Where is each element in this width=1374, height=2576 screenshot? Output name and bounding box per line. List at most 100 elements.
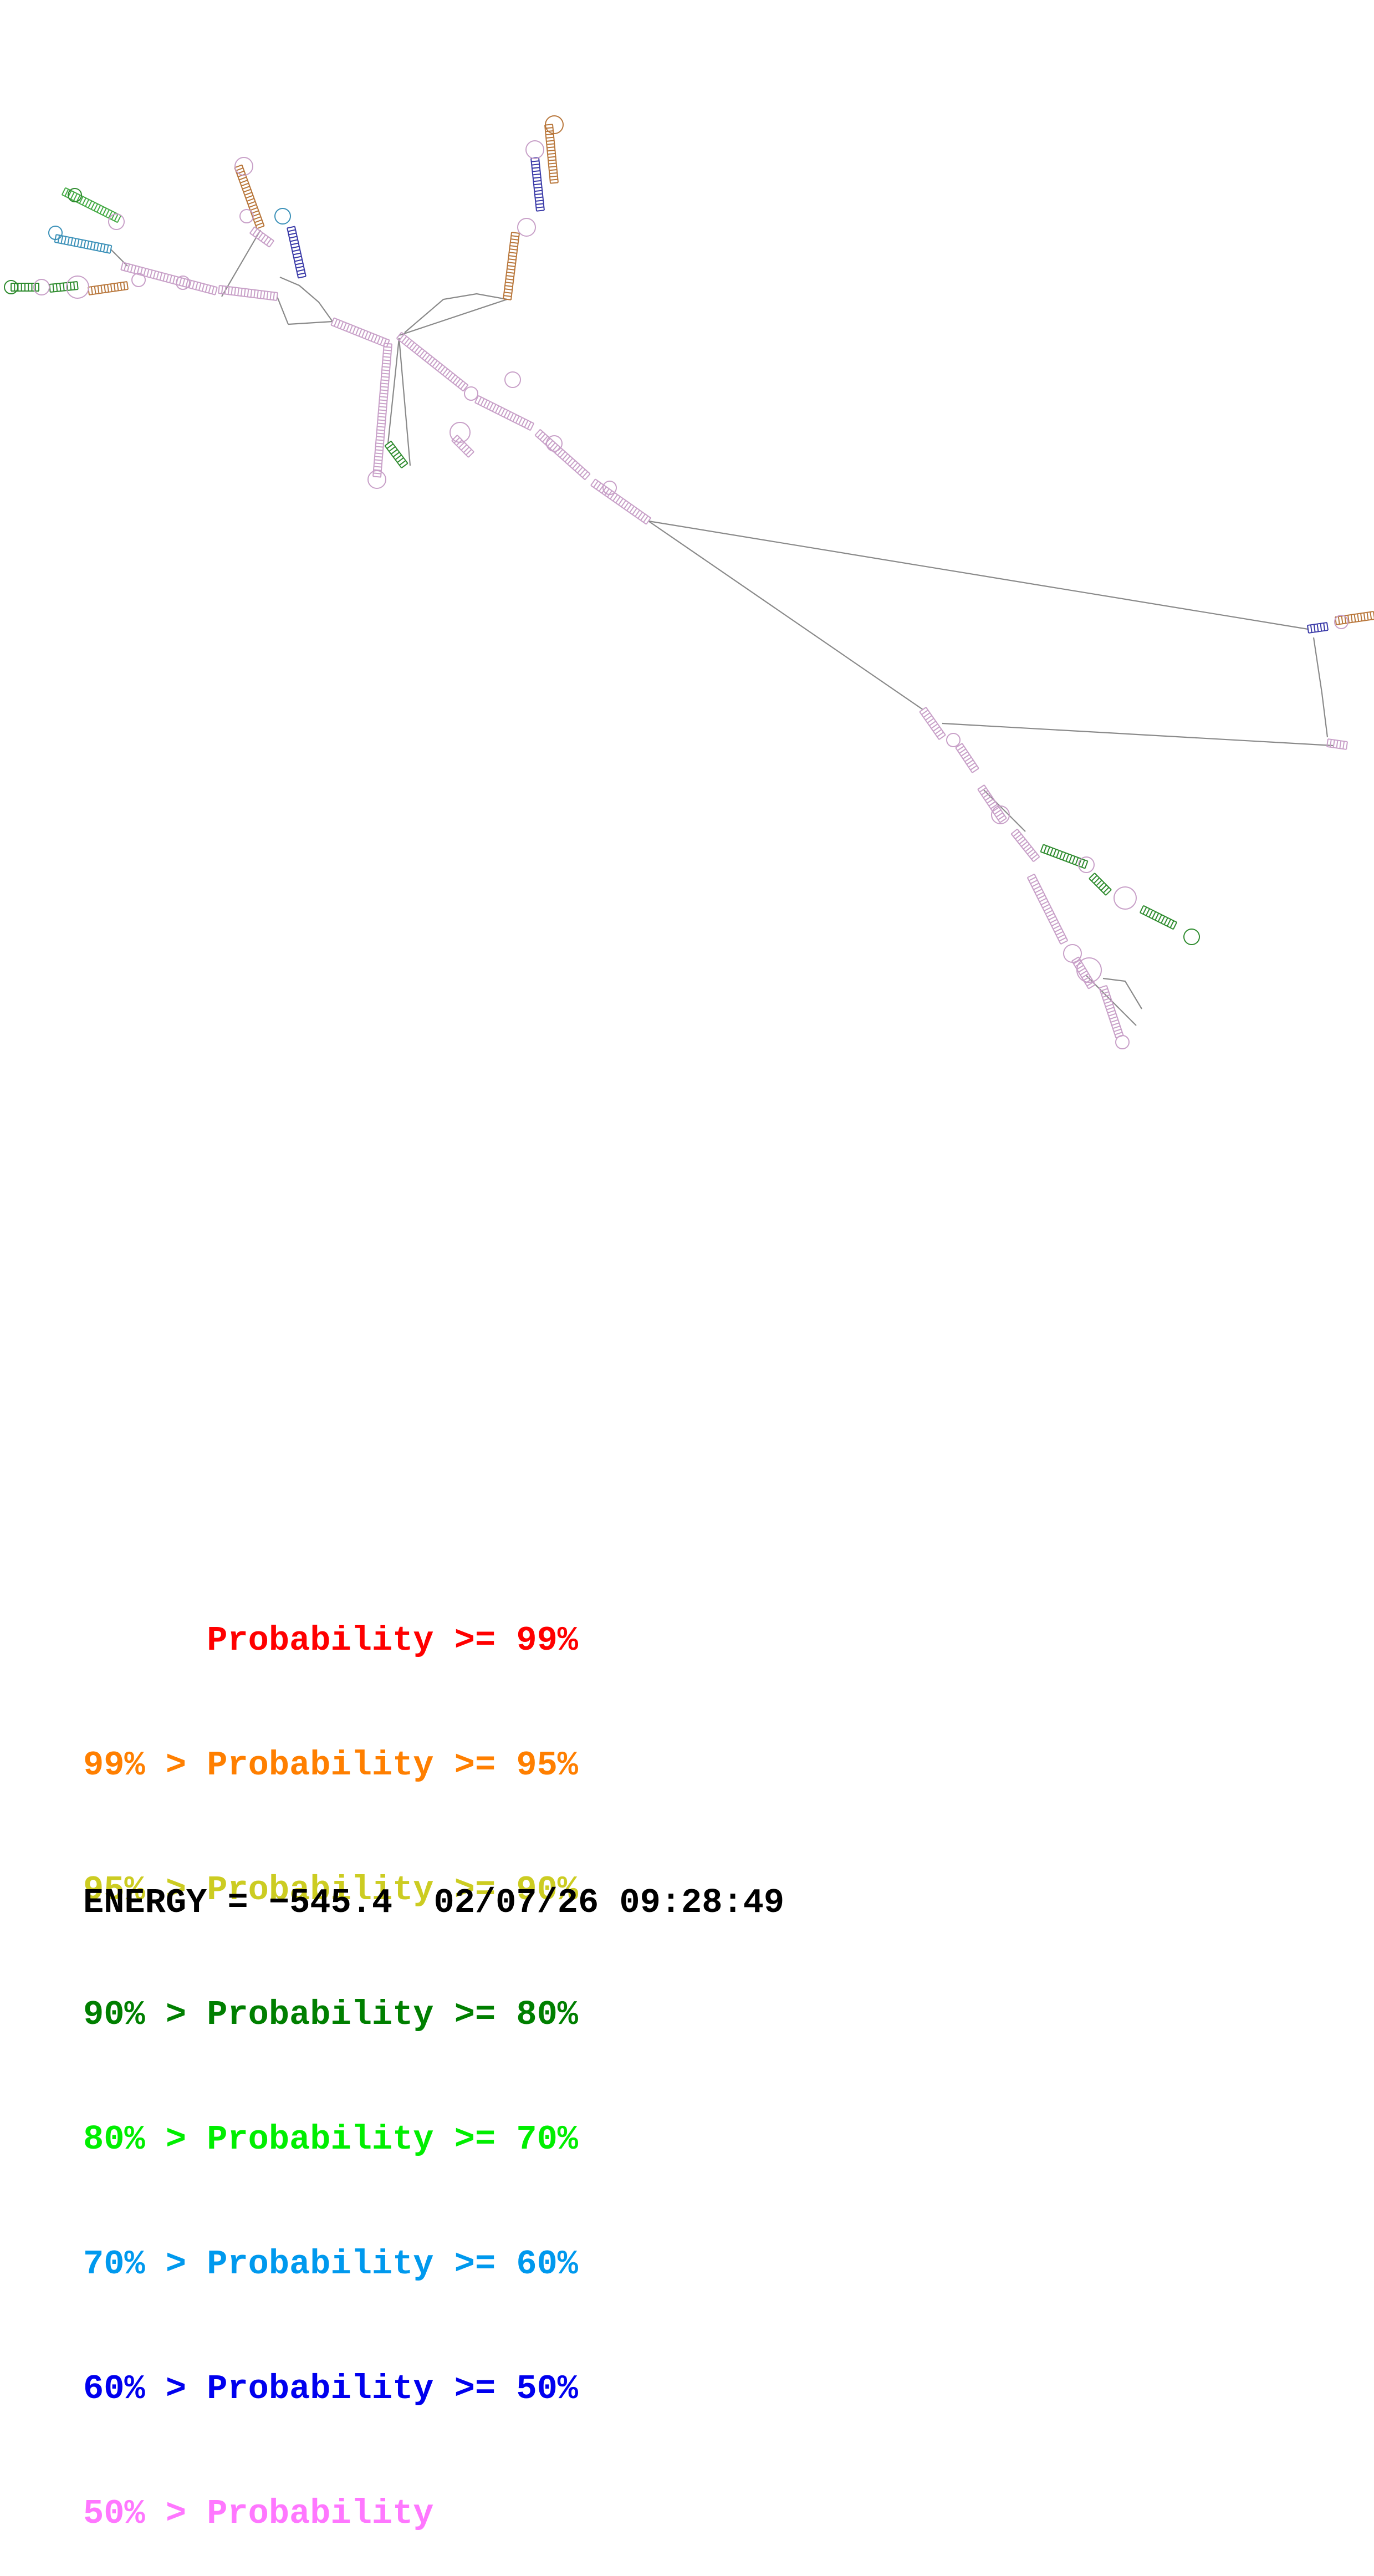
base-pair <box>1139 905 1145 913</box>
base-pair <box>1342 741 1345 749</box>
helix-stem <box>1010 828 1040 863</box>
base-pair <box>983 793 990 798</box>
base-pair <box>510 238 519 241</box>
base-pair <box>524 420 529 428</box>
base-pair <box>582 471 588 478</box>
strand <box>1071 961 1089 989</box>
strand <box>331 324 387 348</box>
base-pair <box>1017 836 1024 842</box>
base-pair <box>504 292 512 294</box>
base-pair <box>1065 854 1070 862</box>
base-pair <box>593 481 599 488</box>
base-pair <box>90 241 93 250</box>
base-pair <box>506 272 515 274</box>
base-pair <box>273 292 275 300</box>
base-pair <box>1347 615 1350 623</box>
helix-stem <box>11 283 39 292</box>
base-pair <box>1044 906 1051 912</box>
base-pair <box>224 286 227 294</box>
base-pair <box>221 285 223 294</box>
base-pair <box>244 192 252 196</box>
base-pair <box>1071 856 1076 864</box>
base-pair <box>76 281 79 290</box>
helix-stem <box>120 262 218 295</box>
base-pair <box>130 264 134 273</box>
base-pair <box>979 787 987 793</box>
base-pair <box>621 500 626 507</box>
strand <box>384 445 402 468</box>
helix-stem <box>451 435 474 458</box>
base-pair <box>1169 920 1174 928</box>
base-pair <box>440 366 446 374</box>
base-pair <box>182 278 186 287</box>
base-pair <box>287 226 295 229</box>
strand <box>1017 829 1040 858</box>
base-pair <box>1071 956 1079 962</box>
strand <box>1040 851 1085 869</box>
base-pair <box>93 242 96 251</box>
base-pair <box>124 263 127 271</box>
base-pair <box>1326 622 1329 631</box>
base-pair <box>1033 885 1041 890</box>
base-pair <box>1313 624 1316 632</box>
backbone-segment <box>387 338 400 444</box>
base-pair <box>646 517 651 525</box>
base-pair <box>100 285 103 293</box>
base-pair <box>1316 624 1319 632</box>
strand <box>89 288 129 295</box>
legend-label: Probability <box>207 2494 434 2533</box>
base-pair <box>424 354 430 361</box>
base-pair <box>69 282 72 290</box>
base-pair <box>970 765 978 771</box>
base-pair <box>1103 887 1110 894</box>
helix-stem <box>1307 622 1329 634</box>
base-pair <box>386 443 394 450</box>
base-pair <box>427 356 433 363</box>
base-pair <box>1360 613 1362 621</box>
base-pair <box>1069 855 1072 863</box>
base-pair <box>1341 616 1344 624</box>
helix-stems <box>11 124 1374 1039</box>
base-pair <box>256 222 263 226</box>
base-pair <box>297 269 305 272</box>
base-pair <box>263 236 269 244</box>
base-pair <box>64 188 69 197</box>
base-pair <box>364 331 369 339</box>
base-pair <box>247 289 249 297</box>
legend-row-8: 50% > Probability <box>83 2493 578 2534</box>
strand <box>294 226 307 277</box>
base-pair <box>535 196 543 198</box>
legend-prefix: 99% > <box>83 1746 187 1785</box>
base-pair <box>205 284 208 293</box>
base-pair <box>547 150 555 152</box>
base-pair <box>618 498 624 506</box>
strand <box>478 395 534 424</box>
base-pair <box>1038 895 1045 900</box>
base-pair <box>921 710 928 715</box>
base-pair <box>480 398 485 406</box>
base-pair <box>1056 931 1064 936</box>
base-pair <box>1046 912 1055 917</box>
base-pair <box>937 732 944 737</box>
base-pair <box>1104 1000 1112 1004</box>
base-pair <box>99 206 104 214</box>
base-pair <box>1337 616 1340 625</box>
loop <box>1063 944 1082 963</box>
base-pair <box>569 460 576 467</box>
base-pair <box>521 419 526 426</box>
helix-stem <box>384 440 408 469</box>
strand <box>120 269 216 295</box>
base-pair <box>1101 991 1109 995</box>
strand <box>254 226 274 242</box>
base-pair <box>923 712 931 718</box>
base-pair <box>291 246 300 249</box>
strand <box>1143 905 1177 923</box>
base-pair <box>1326 738 1329 747</box>
base-pair <box>380 392 388 395</box>
base-pair <box>397 457 404 463</box>
strand <box>510 233 520 300</box>
base-pair <box>52 284 54 292</box>
legend-prefix: 60% > <box>83 2369 187 2409</box>
base-pair <box>83 240 86 248</box>
helix-stem <box>1089 873 1112 896</box>
